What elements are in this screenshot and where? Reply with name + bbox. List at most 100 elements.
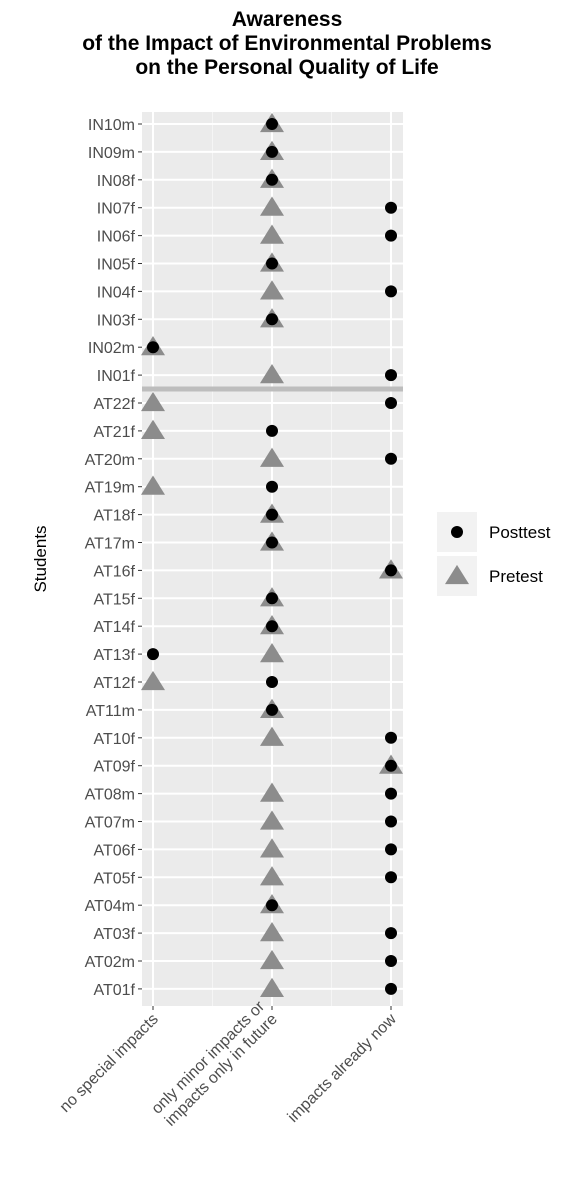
x-tick-label-line: no special impacts: [57, 1011, 162, 1116]
y-tick-label: IN05f: [97, 257, 136, 274]
pretest-point: [260, 810, 284, 830]
posttest-point: [266, 899, 278, 912]
y-tick-label: AT11m: [86, 703, 135, 720]
pretest-point: [260, 866, 284, 886]
x-tick-label: no special impacts: [57, 1011, 162, 1116]
posttest-point: [147, 341, 159, 354]
posttest-point: [385, 759, 397, 772]
posttest-point: [266, 313, 278, 326]
posttest-point: [385, 285, 397, 298]
y-tick-label: AT22f: [94, 396, 136, 413]
y-tick-label: AT18f: [94, 508, 136, 525]
y-tick-label: AT10f: [94, 731, 136, 748]
posttest-point: [385, 564, 397, 577]
x-tick-label-line: impacts already now: [285, 1010, 400, 1125]
pretest-point: [141, 475, 165, 495]
posttest-point: [385, 229, 397, 242]
pretest-point: [260, 363, 284, 384]
posttest-point: [266, 145, 278, 158]
y-tick-label: IN04f: [97, 284, 136, 301]
y-tick-label: AT13f: [94, 647, 136, 664]
pretest-point: [260, 642, 284, 663]
pretest-point: [260, 447, 284, 467]
y-tick-label: IN06f: [97, 229, 136, 246]
y-tick-label: IN03f: [97, 312, 136, 329]
pretest-point: [260, 726, 284, 746]
chart-title-line: on the Personal Quality of Life: [135, 56, 438, 79]
legend-label: Posttest: [489, 523, 551, 542]
posttest-point: [266, 703, 278, 716]
posttest-point: [266, 508, 278, 521]
pretest-point: [141, 670, 165, 691]
y-tick-label: IN01f: [97, 368, 136, 385]
legend-posttest-symbol: [451, 526, 463, 538]
y-tick-label: IN08f: [97, 173, 136, 190]
y-tick-label: AT12f: [94, 675, 136, 692]
posttest-point: [266, 480, 278, 493]
legend-label: Pretest: [489, 567, 543, 586]
y-tick-label: IN09m: [88, 145, 135, 162]
legend-pretest-symbol: [445, 564, 469, 585]
y-tick-label: AT03f: [94, 926, 136, 943]
y-tick-label: AT01f: [94, 982, 136, 999]
posttest-point: [266, 592, 278, 605]
pretest-point: [260, 977, 284, 997]
posttest-point: [266, 620, 278, 633]
posttest-point: [147, 648, 159, 661]
y-tick-label: IN02m: [88, 340, 135, 357]
posttest-point: [385, 982, 397, 995]
pretest-point: [260, 921, 284, 942]
x-tick-label-line: only minor impacts or: [149, 998, 269, 1118]
posttest-point: [385, 397, 397, 409]
posttest-point: [385, 843, 397, 856]
pretest-point: [260, 224, 284, 244]
y-tick-label: AT07m: [85, 815, 135, 832]
posttest-point: [385, 815, 397, 828]
pretest-point: [260, 196, 284, 216]
posttest-point: [385, 369, 397, 382]
y-tick-label: AT04m: [85, 898, 135, 915]
posttest-point: [266, 173, 278, 186]
posttest-point: [266, 424, 278, 437]
pretest-point: [141, 391, 165, 412]
posttest-point: [266, 118, 278, 130]
chart-title: Awareness of the Impact of Environmental …: [82, 8, 492, 79]
legend: Posttest Pretest: [437, 512, 551, 596]
posttest-point: [385, 871, 397, 884]
y-tick-label: AT05f: [94, 870, 136, 887]
pretest-point: [260, 949, 284, 970]
x-tick-label: impacts already now: [285, 1010, 400, 1125]
y-tick-label: AT08m: [85, 787, 135, 804]
y-tick-label: AT15f: [94, 591, 136, 608]
posttest-point: [385, 731, 397, 744]
x-tick-label-line: impacts only in future: [162, 1011, 281, 1130]
posttest-point: [385, 955, 397, 967]
y-tick-label: IN10m: [88, 117, 135, 134]
y-tick-label: AT21f: [94, 424, 136, 441]
pretest-point: [260, 782, 284, 802]
posttest-point: [385, 927, 397, 940]
pretest-point: [141, 419, 165, 439]
posttest-point: [266, 676, 278, 688]
y-tick-label: AT19m: [85, 480, 135, 497]
y-tick-label: AT06f: [94, 842, 136, 859]
y-tick-label: AT16f: [94, 563, 136, 580]
y-tick-label: AT02m: [85, 954, 135, 971]
posttest-point: [385, 787, 397, 800]
y-axis-ticks: IN10m IN09m IN08f IN07f IN06f IN05f IN04f IN03f…: [85, 117, 142, 999]
pretest-point: [260, 280, 284, 300]
y-tick-label: AT17m: [85, 536, 135, 553]
chart-title-line: Awareness: [232, 8, 343, 31]
y-tick-label: AT20m: [85, 452, 135, 469]
y-tick-label: IN07f: [97, 201, 136, 218]
posttest-series: [147, 118, 397, 995]
x-tick-label: only minor impacts orimpacts only in fut…: [149, 998, 282, 1131]
chart-title-line: of the Impact of Environmental Problems: [82, 32, 492, 55]
posttest-point: [385, 201, 397, 214]
posttest-point: [385, 452, 397, 465]
posttest-point: [266, 536, 278, 549]
posttest-point: [266, 257, 278, 270]
y-tick-label: AT09f: [94, 759, 136, 776]
